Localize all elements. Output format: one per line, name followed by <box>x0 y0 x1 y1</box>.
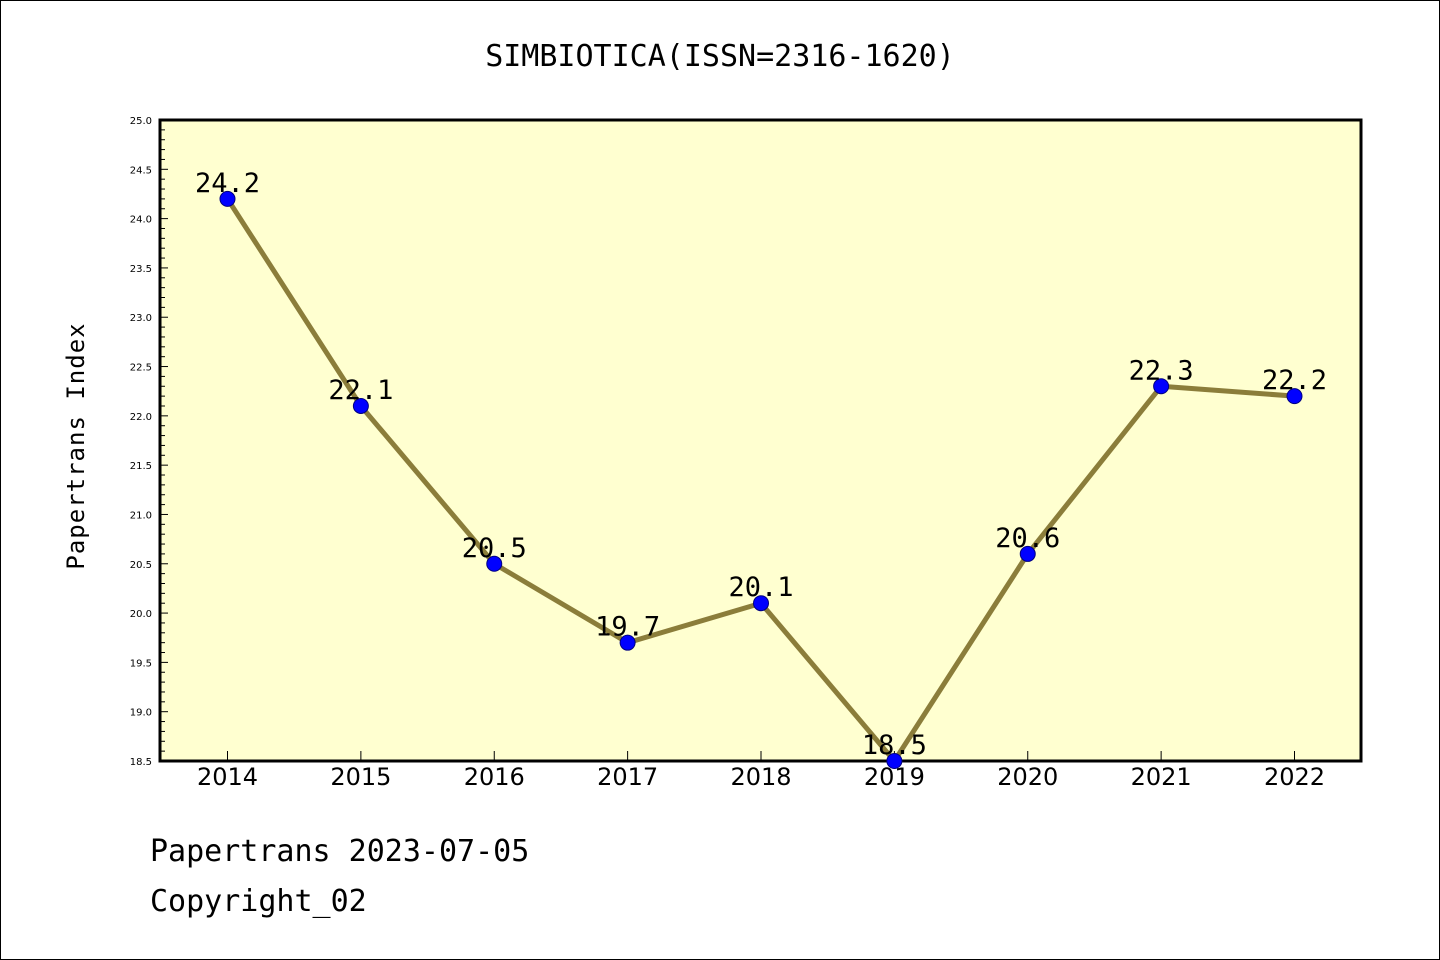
y-tick-label: 19.5 <box>130 658 152 669</box>
y-tick-label: 21.0 <box>130 510 152 521</box>
data-point <box>1019 545 1036 562</box>
data-label: 22.3 <box>1129 355 1194 386</box>
x-tick-label: 2017 <box>597 763 658 791</box>
footer-date: Papertrans 2023-07-05 <box>150 834 530 869</box>
data-label: 22.1 <box>328 375 393 406</box>
x-tick-label: 2022 <box>1264 763 1325 791</box>
data-point <box>619 634 636 651</box>
data-point <box>1286 388 1303 405</box>
y-axis-label: Papertrans Index <box>62 322 90 569</box>
y-tick-label: 23.0 <box>130 313 152 324</box>
y-tick-label: 23.5 <box>130 264 152 275</box>
data-label: 24.2 <box>195 168 260 199</box>
y-axis: 18.5 19.0 19.5 20.0 20.5 21.0 21.5 22.0 22.5 23.0… <box>130 116 168 768</box>
data-label: 19.7 <box>595 612 660 643</box>
x-tick-label: 2015 <box>330 763 391 791</box>
x-tick-label: 2020 <box>997 763 1058 791</box>
data-label: 18.5 <box>862 730 927 761</box>
y-tick-label: 24.0 <box>130 215 152 226</box>
y-tick-label: 19.0 <box>130 708 152 719</box>
y-tick-label: 24.5 <box>130 165 152 176</box>
x-axis: 2014 2015 2016 2017 2018 2019 2020 2021 2022 <box>197 751 1325 791</box>
data-point <box>219 190 236 207</box>
data-labels: 24.2 22.1 20.5 19.7 20.1 18.5 20.6 22.3 22.2 <box>195 168 1327 761</box>
footer-copyright: Copyright_02 <box>150 884 367 919</box>
x-tick-label: 2018 <box>730 763 791 791</box>
x-tick-label: 2014 <box>197 763 258 791</box>
data-point <box>352 397 369 414</box>
data-point <box>1153 378 1170 395</box>
plot-area <box>158 118 1363 763</box>
y-tick-label: 21.5 <box>130 461 152 472</box>
y-tick-label: 18.5 <box>130 757 152 768</box>
data-label: 20.1 <box>728 572 793 603</box>
y-tick-label: 22.5 <box>130 363 152 374</box>
x-tick-label: 2021 <box>1131 763 1192 791</box>
data-points <box>219 190 1303 769</box>
y-tick-label: 22.0 <box>130 412 152 423</box>
data-point <box>486 555 503 572</box>
chart-title: SIMBIOTICA(ISSN=2316-1620) <box>485 39 955 74</box>
x-tick-label: 2016 <box>464 763 525 791</box>
y-tick-label: 20.5 <box>130 560 152 571</box>
y-tick-label: 20.0 <box>130 609 152 620</box>
data-point <box>886 753 903 769</box>
y-tick-label: 25.0 <box>130 116 152 127</box>
data-point <box>753 595 769 612</box>
data-label: 22.2 <box>1262 365 1327 396</box>
data-label: 20.6 <box>995 523 1060 554</box>
data-label: 20.5 <box>462 533 527 564</box>
